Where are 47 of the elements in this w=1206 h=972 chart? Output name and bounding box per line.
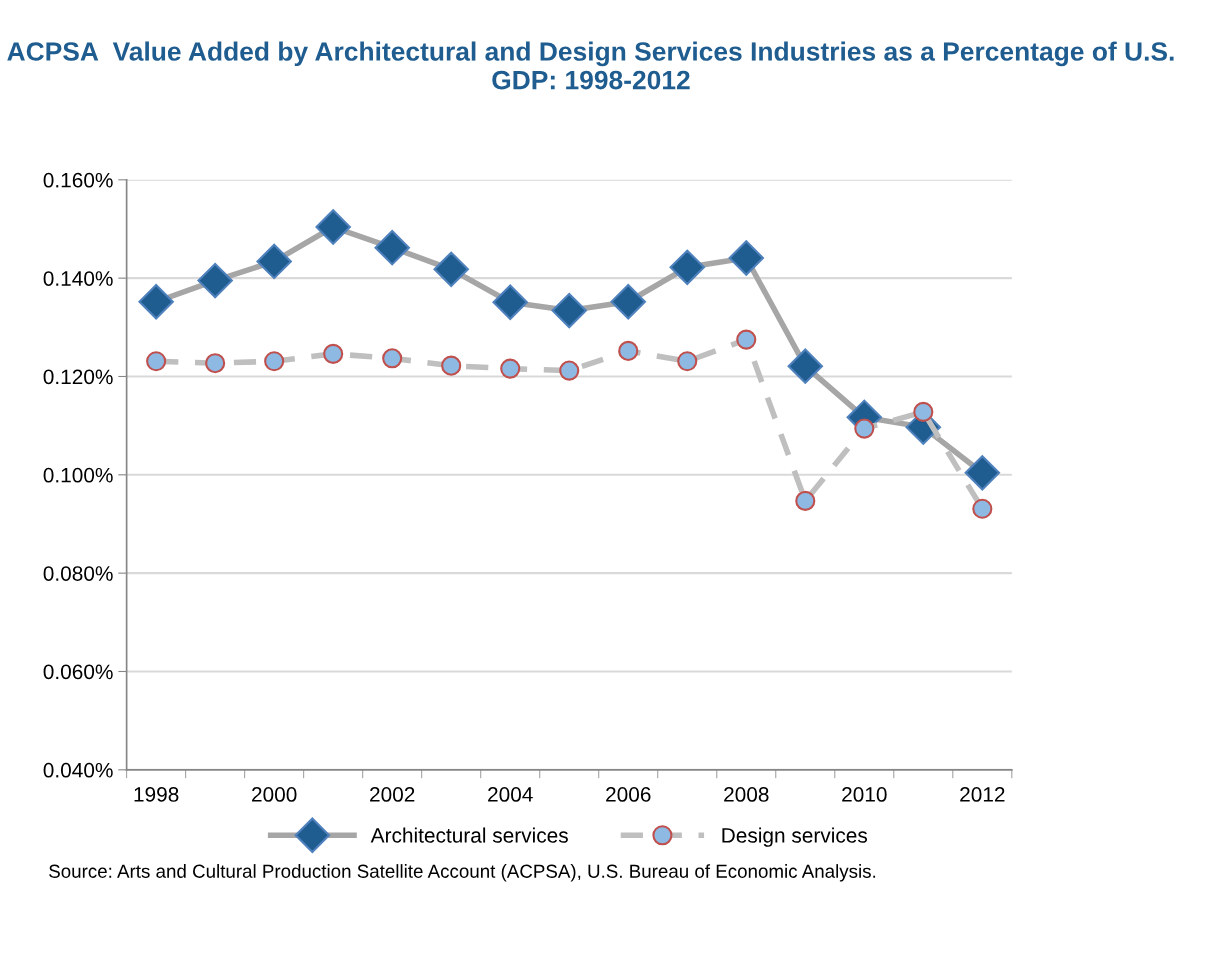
point [610, 284, 646, 320]
legend-label: Architectural services [370, 827, 568, 843]
point [669, 249, 705, 286]
y-tick-label: 0.040% [43, 762, 113, 778]
x-tick-label: 2000 [252, 787, 297, 802]
point [972, 498, 993, 519]
point [138, 284, 174, 320]
x-tick-label: 2006 [606, 787, 651, 802]
point [736, 329, 757, 350]
y-tick-label: 0.120% [43, 369, 113, 385]
point [677, 351, 698, 372]
point [551, 292, 587, 329]
x-tick-label: 2012 [960, 787, 1005, 802]
legend-label: Design services [722, 827, 868, 847]
point [492, 284, 528, 320]
point [854, 418, 875, 439]
x-tick-label: 2004 [488, 787, 533, 802]
x-tick-label: 2008 [724, 787, 769, 802]
point [441, 355, 462, 376]
x-tick-label: 2002 [370, 787, 415, 802]
point [559, 360, 580, 381]
point [264, 351, 285, 372]
point [618, 340, 639, 361]
point [374, 229, 410, 266]
y-tick-label: 0.140% [43, 271, 113, 286]
point [787, 348, 824, 384]
y-tick-label: 0.100% [43, 467, 113, 483]
chart-title: ACPSA Value Added by Architectural and Design Services Industries as a Percentage of U.S. GDP: 1998-2012 [7, 41, 1174, 90]
y-tick-label: 0.160% [43, 172, 113, 188]
point [964, 455, 1001, 491]
point [795, 490, 816, 511]
point [256, 243, 292, 280]
point [433, 251, 469, 288]
point [197, 262, 233, 299]
y-tick-label: 0.080% [43, 566, 113, 581]
point [205, 353, 226, 374]
point [913, 401, 934, 422]
source-note: Source: Arts and Cultural Production Satellite Account (ACPSA), U.S. Bureau of Economic Analysis. [49, 864, 876, 882]
point [382, 348, 403, 369]
x-tick-label: 2010 [842, 787, 887, 802]
y-tick-label: 0.060% [43, 664, 113, 680]
point [323, 343, 344, 364]
x-tick-label: 1998 [134, 787, 179, 802]
point [500, 358, 521, 379]
point [146, 351, 167, 372]
point [728, 240, 765, 276]
point [315, 209, 351, 245]
